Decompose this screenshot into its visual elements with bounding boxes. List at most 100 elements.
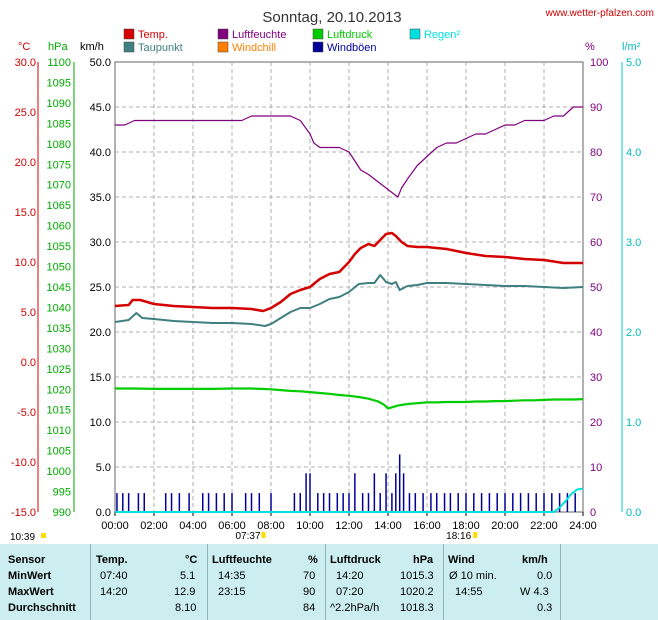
wind-tick-label: 10.0 [90, 417, 111, 429]
temp-tick-label: 25.0 [15, 107, 36, 119]
legend-swatch [312, 41, 324, 53]
pressure-time: 07:20 [336, 586, 364, 598]
pressure-tick-label: 1060 [47, 221, 71, 233]
row-label: MaxWert [8, 586, 54, 598]
x-tick-label: 02:00 [140, 520, 168, 532]
humidity-tick-label: 0 [590, 507, 596, 519]
x-tick-label: 06:00 [218, 520, 246, 532]
header-humidity: Luftfeuchte [212, 554, 272, 566]
temp-tick-label: -15.0 [11, 507, 36, 519]
humidity-value: 70 [303, 570, 316, 582]
wind-tick-label: 50.0 [90, 57, 111, 69]
wind-tick-label: 0.0 [96, 507, 111, 519]
legend-label: Luftfeuchte [232, 29, 286, 41]
pressure-tick-label: 1095 [47, 77, 71, 89]
humidity-tick-label: 50 [590, 282, 602, 294]
row-label: MinWert [8, 570, 52, 582]
pressure-tick-label: 1080 [47, 139, 71, 151]
unit-temp: °C [18, 41, 30, 53]
x-tick-label: 12:00 [335, 520, 363, 532]
wind-tick-label: 20.0 [90, 327, 111, 339]
legend-label: Windchill [232, 42, 276, 54]
temp-tick-label: -5.0 [17, 407, 36, 419]
pressure-value: 1020.2 [400, 586, 434, 598]
wind-tick-label: 45.0 [90, 102, 111, 114]
wind-time: Ø 10 min. [449, 570, 497, 582]
weather-chart: Sonntag, 20.10.2013 www.wetter-pfalzen.c… [10, 8, 654, 543]
temp-time: 07:40 [100, 570, 128, 582]
pressure-tick-label: 1065 [47, 200, 71, 212]
site-link[interactable]: www.wetter-pfalzen.com [545, 8, 654, 19]
wind-tick-label: 35.0 [90, 192, 111, 204]
legend-label: Windböen [327, 42, 377, 54]
pressure-trend: ^2.2hPa/h [330, 602, 380, 614]
legend-label: Regen² [424, 29, 460, 41]
header-pressure-unit: hPa [413, 554, 434, 566]
series-line-humidity [115, 106, 583, 198]
pressure-tick-label: 1030 [47, 343, 71, 355]
wind-tick-label: 5.0 [96, 462, 111, 474]
header-humidity-unit: % [308, 554, 318, 566]
series-line-rain [115, 487, 584, 513]
temp-tick-label: 20.0 [15, 157, 36, 169]
x-tick-label: 08:00 [257, 520, 285, 532]
header-temp-unit: °C [185, 554, 198, 566]
x-tick-label: 20:00 [491, 520, 519, 532]
pressure-tick-label: 1035 [47, 323, 71, 335]
pressure-tick-label: 1075 [47, 159, 71, 171]
x-tick-label: 18:00 [452, 520, 480, 532]
legend-swatch [217, 28, 229, 40]
pressure-tick-label: 1015 [47, 405, 71, 417]
pressure-tick-label: 1100 [47, 57, 71, 69]
rain-tick-label: 4.0 [626, 147, 641, 159]
legend-label: Temp. [138, 29, 168, 41]
table-row: Durchschnitt 8.10 84 ^2.2hPa/h 1018.3 0.… [0, 600, 658, 616]
pressure-tick-label: 1090 [47, 98, 71, 110]
temp-value: 8.10 [175, 602, 197, 614]
legend-label: Taupunkt [138, 42, 183, 54]
unit-wind: km/h [80, 41, 104, 53]
humidity-tick-label: 80 [590, 147, 602, 159]
humidity-tick-label: 20 [590, 417, 602, 429]
x-tick-label: 04:00 [179, 520, 207, 532]
daylight-duration: 10:39 [10, 532, 35, 543]
header-sensor: Sensor [8, 554, 46, 566]
pressure-tick-label: 990 [53, 507, 71, 519]
header-wind: Wind [448, 554, 475, 566]
humidity-time: 14:35 [218, 570, 246, 582]
pressure-tick-label: 1070 [47, 180, 71, 192]
pressure-tick-label: 1055 [47, 241, 71, 253]
humidity-tick-label: 70 [590, 192, 602, 204]
legend-label: Luftdruck [327, 29, 373, 41]
sunrise-label: 07:37 [235, 531, 260, 542]
temp-tick-label: 10.0 [15, 257, 36, 269]
temp-tick-label: -10.0 [11, 457, 36, 469]
temp-time: 14:20 [100, 586, 128, 598]
rain-tick-label: 3.0 [626, 237, 641, 249]
pressure-value: 1018.3 [400, 602, 434, 614]
wind-value: W 4.3 [520, 586, 549, 598]
temp-tick-label: 0.0 [21, 357, 36, 369]
x-tick-label: 24:00 [569, 520, 597, 532]
pressure-tick-label: 1050 [47, 262, 71, 274]
legend-swatch [217, 41, 229, 53]
wind-tick-label: 30.0 [90, 237, 111, 249]
header-pressure: Luftdruck [330, 554, 381, 566]
humidity-value: 90 [303, 586, 316, 598]
x-tick-label: 14:00 [374, 520, 402, 532]
pressure-tick-label: 1000 [47, 466, 71, 478]
series-line-temp [114, 274, 584, 327]
pressure-tick-label: 1025 [47, 364, 71, 376]
humidity-tick-label: 100 [590, 57, 608, 69]
pressure-tick-label: 995 [53, 487, 71, 499]
wind-value: 0.0 [537, 570, 553, 582]
rain-tick-label: 1.0 [626, 417, 641, 429]
sunset-marker [473, 532, 478, 538]
row-label: Durchschnitt [8, 602, 76, 614]
chart-title: Sonntag, 20.10.2013 [262, 9, 401, 26]
x-tick-label: 22:00 [530, 520, 558, 532]
table-row: MaxWert 14:20 12.9 23:15 90 07:20 1020.2… [0, 584, 658, 600]
rain-tick-label: 0.0 [626, 507, 641, 519]
pressure-value: 1015.3 [400, 570, 434, 582]
temp-tick-label: 5.0 [21, 307, 36, 319]
